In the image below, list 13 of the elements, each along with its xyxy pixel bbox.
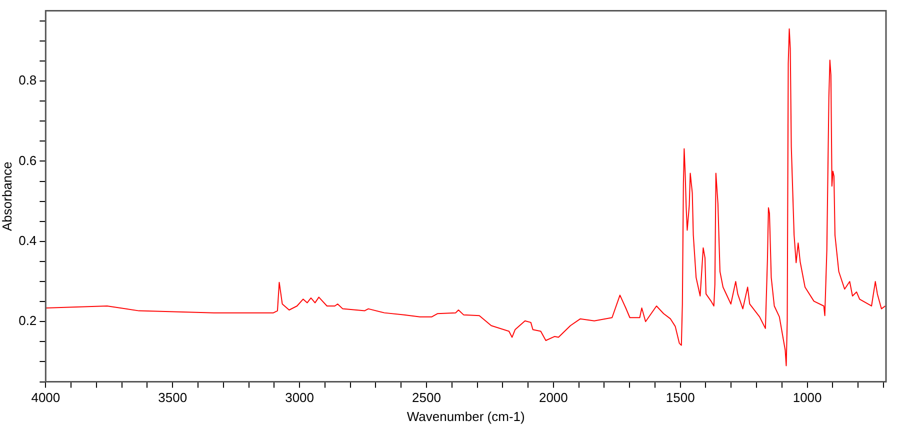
y-tick-label: 0.4 — [18, 233, 37, 248]
x-tick-label: 4000 — [31, 390, 60, 406]
y-tick-label: 0.2 — [18, 313, 37, 328]
x-tick-label: 1500 — [666, 390, 695, 406]
y-axis-title: Absorbance — [0, 162, 14, 231]
y-tick-label: 0.8 — [18, 72, 37, 88]
x-tick-label: 3500 — [158, 390, 188, 406]
x-tick-label: 2500 — [412, 390, 441, 406]
x-tick-label: 1000 — [792, 390, 822, 406]
x-tick-label: 2000 — [538, 390, 568, 406]
x-tick-label: 3000 — [285, 390, 314, 406]
y-tick-label: 0.6 — [18, 152, 37, 168]
x-axis-title: Wavenumber (cm-1) — [406, 408, 525, 424]
